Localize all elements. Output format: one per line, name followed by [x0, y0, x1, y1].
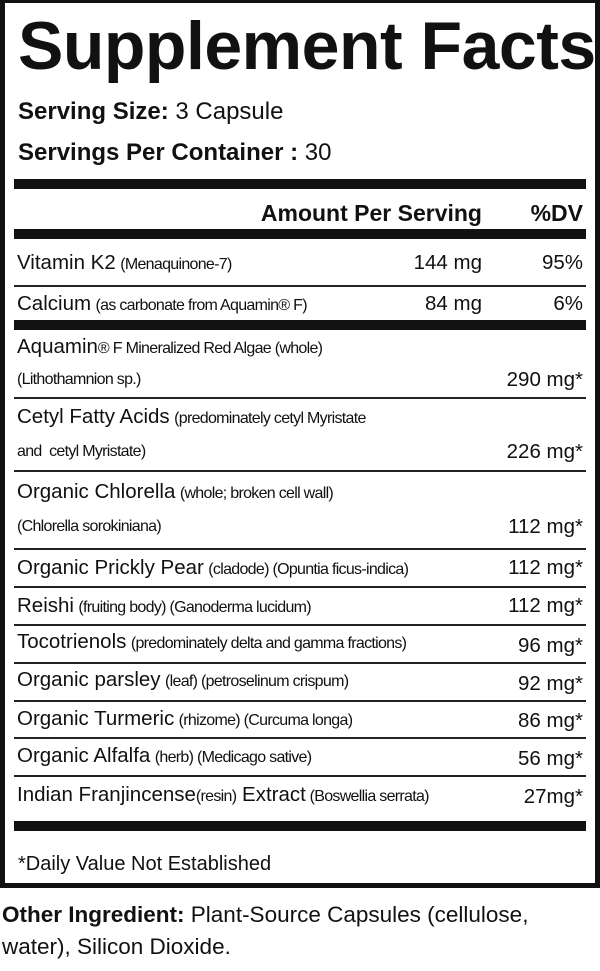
servings-per-container: Servings Per Container : 30	[18, 139, 332, 166]
ingredient-row: Organic Prickly Pear (cladode) (Opuntia …	[14, 550, 586, 588]
ingredient-row: Reishi (fruiting body) (Ganoderma lucidu…	[14, 588, 586, 626]
ingredient-row: Organic Turmeric (rhizome) (Curcuma long…	[14, 702, 586, 739]
ingredient-row: Indian Franjincense(resin) Extract (Bosw…	[17, 783, 583, 808]
ingredient-row: Cetyl Fatty Acids (predominately cetyl M…	[14, 399, 586, 472]
ingredient-row: Organic parsley (leaf) (petroselinum cri…	[14, 664, 586, 702]
divider-thick	[14, 821, 586, 831]
ingredient-row: Organic Alfalfa (herb) (Medicago sative)…	[14, 739, 586, 777]
ingredient-row: Aquamin® F Mineralized Red Algae (whole)…	[14, 330, 586, 399]
dv-header: %DV	[530, 200, 583, 226]
divider-thick	[14, 229, 586, 239]
serving-size: Serving Size: 3 Capsule	[18, 98, 284, 125]
ingredient-row: Tocotrienols (predominately delta and ga…	[14, 626, 586, 664]
footnote: *Daily Value Not Established	[18, 853, 272, 875]
other-ingredients: Other Ingredient: Plant-Source Capsules …	[2, 902, 529, 959]
amount-header: Amount Per Serving	[260, 200, 482, 226]
ingredient-row: Organic Chlorella (whole; broken cell wa…	[14, 472, 586, 550]
panel-title: Supplement Facts	[18, 8, 596, 84]
vitamin-rows: Vitamin K2 (Menaquinone-7) 144 mg 95% Cal…	[14, 239, 586, 320]
divider-thick	[14, 320, 586, 330]
ingredient-rows: Aquamin® F Mineralized Red Algae (whole)…	[14, 330, 586, 821]
nutrient-row: Calcium (as carbonate from Aquamin® F) 8…	[17, 292, 583, 315]
divider-thick	[14, 179, 586, 189]
supplement-facts-panel: Supplement Facts Serving Size: 3 Capsule…	[0, 0, 600, 888]
column-header: Amount Per Serving %DV	[14, 192, 586, 232]
nutrient-row: Vitamin K2 (Menaquinone-7) 144 mg 95%	[14, 239, 586, 287]
